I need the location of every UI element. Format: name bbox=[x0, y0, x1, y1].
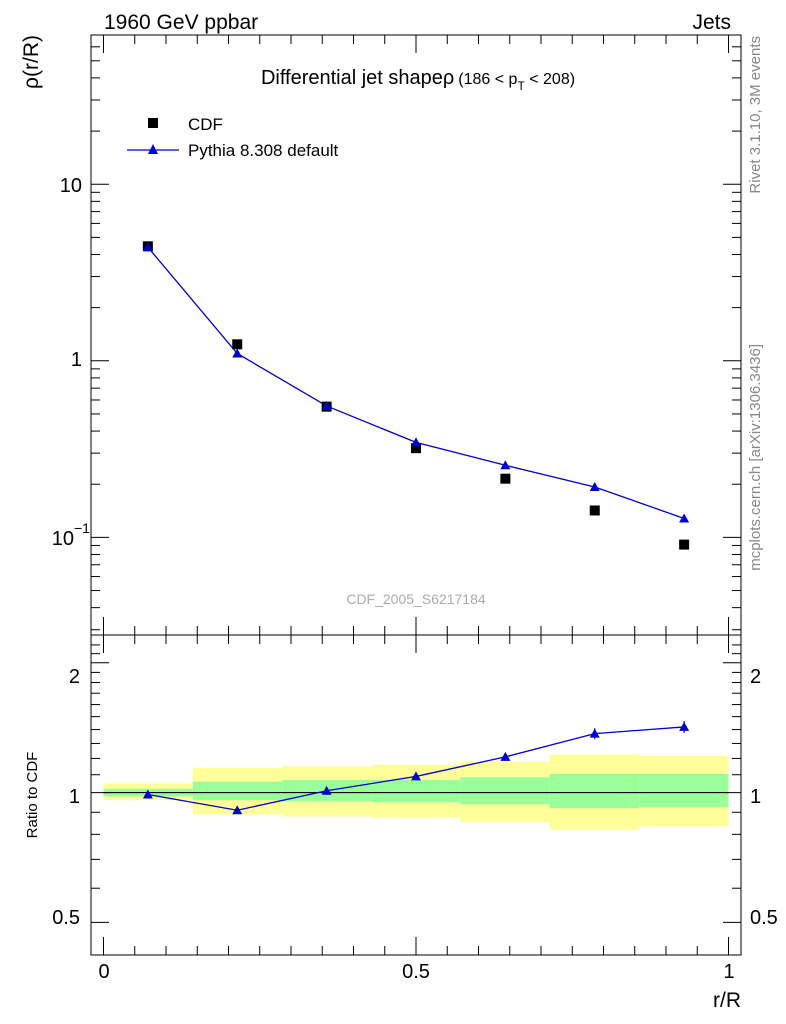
y-tick-label-10: 10 bbox=[60, 175, 82, 197]
pythia-data-point bbox=[500, 460, 511, 470]
pythia-data-point bbox=[142, 242, 153, 252]
pythia-ratio-point bbox=[232, 805, 243, 815]
pythia-ratio-point bbox=[321, 785, 332, 795]
legend-cdf-label: CDF bbox=[188, 115, 223, 134]
x-tick-labels: 0 0.5 1 bbox=[98, 961, 734, 983]
cdf-data-point bbox=[589, 505, 600, 516]
pythia-ratio-point bbox=[142, 789, 153, 799]
legend-pythia-label: Pythia 8.308 default bbox=[188, 141, 339, 160]
mcplots-label: mcplots.cern.ch [arXiv:1306.3436] bbox=[747, 344, 764, 571]
y-tick-labels-main: 10 1 10 −1 bbox=[52, 175, 90, 550]
ratio-y-tick-05-left: 0.5 bbox=[52, 907, 80, 929]
ratio-band-inner bbox=[460, 777, 550, 805]
cdf-data-point bbox=[232, 339, 243, 350]
legend-cdf-marker bbox=[148, 118, 158, 128]
ratio-y-tick-2-right: 2 bbox=[750, 666, 761, 688]
pythia-data-point bbox=[321, 400, 332, 410]
header-left: 1960 GeV ppbar bbox=[104, 11, 258, 34]
ratio-band-inner bbox=[192, 781, 283, 801]
ratio-band-inner bbox=[639, 773, 729, 808]
ratio-y-tick-1-left: 1 bbox=[69, 786, 80, 808]
ratio-y-axis-label: Ratio to CDF bbox=[24, 752, 41, 839]
pythia-series-line bbox=[147, 246, 685, 520]
ratio-band-inner bbox=[371, 779, 461, 803]
main-y-axis-label: ρ(r/R) bbox=[20, 35, 43, 89]
legend: CDF Pythia 8.308 default bbox=[127, 115, 339, 160]
x-tick-label-0: 0 bbox=[98, 961, 109, 983]
chart-title: Differential jet shapeρ (186 < pT < 208) bbox=[261, 67, 575, 93]
pythia-ratio-point bbox=[679, 721, 690, 731]
rivet-label: Rivet 3.1.10, 3M events bbox=[747, 36, 764, 194]
ratio-band-inner bbox=[549, 773, 640, 809]
ratio-y-tick-2-left: 2 bbox=[69, 666, 80, 688]
pythia-data-point bbox=[232, 348, 243, 358]
cdf-data-point bbox=[679, 539, 690, 550]
ratio-y-tick-05-right: 0.5 bbox=[750, 907, 778, 929]
y-tick-label-0.1-exponent: −1 bbox=[74, 520, 90, 536]
pythia-ratio-point bbox=[411, 771, 421, 781]
legend-pythia-marker bbox=[148, 144, 158, 154]
pythia-data-point bbox=[589, 481, 600, 491]
cdf-data-point bbox=[500, 473, 511, 484]
pythia-data-point bbox=[679, 513, 690, 523]
analysis-watermark: CDF_2005_S6217184 bbox=[346, 591, 486, 607]
cdf-data-point bbox=[411, 443, 421, 454]
ratio-y-tick-labels: 2 1 0.5 2 1 0.5 bbox=[52, 666, 778, 929]
x-tick-label-0.5: 0.5 bbox=[402, 961, 430, 983]
x-tick-label-1: 1 bbox=[723, 961, 734, 983]
header-right: Jets bbox=[692, 11, 731, 34]
y-tick-label-0.1: 10 bbox=[52, 528, 74, 550]
x-axis-label: r/R bbox=[713, 989, 741, 1012]
y-tick-label-1: 1 bbox=[71, 349, 82, 371]
pythia-data-point bbox=[411, 437, 421, 447]
pythia-ratio-point bbox=[500, 751, 511, 761]
pythia-ratio-point bbox=[589, 728, 600, 738]
ratio-y-tick-1-right: 1 bbox=[750, 786, 761, 808]
